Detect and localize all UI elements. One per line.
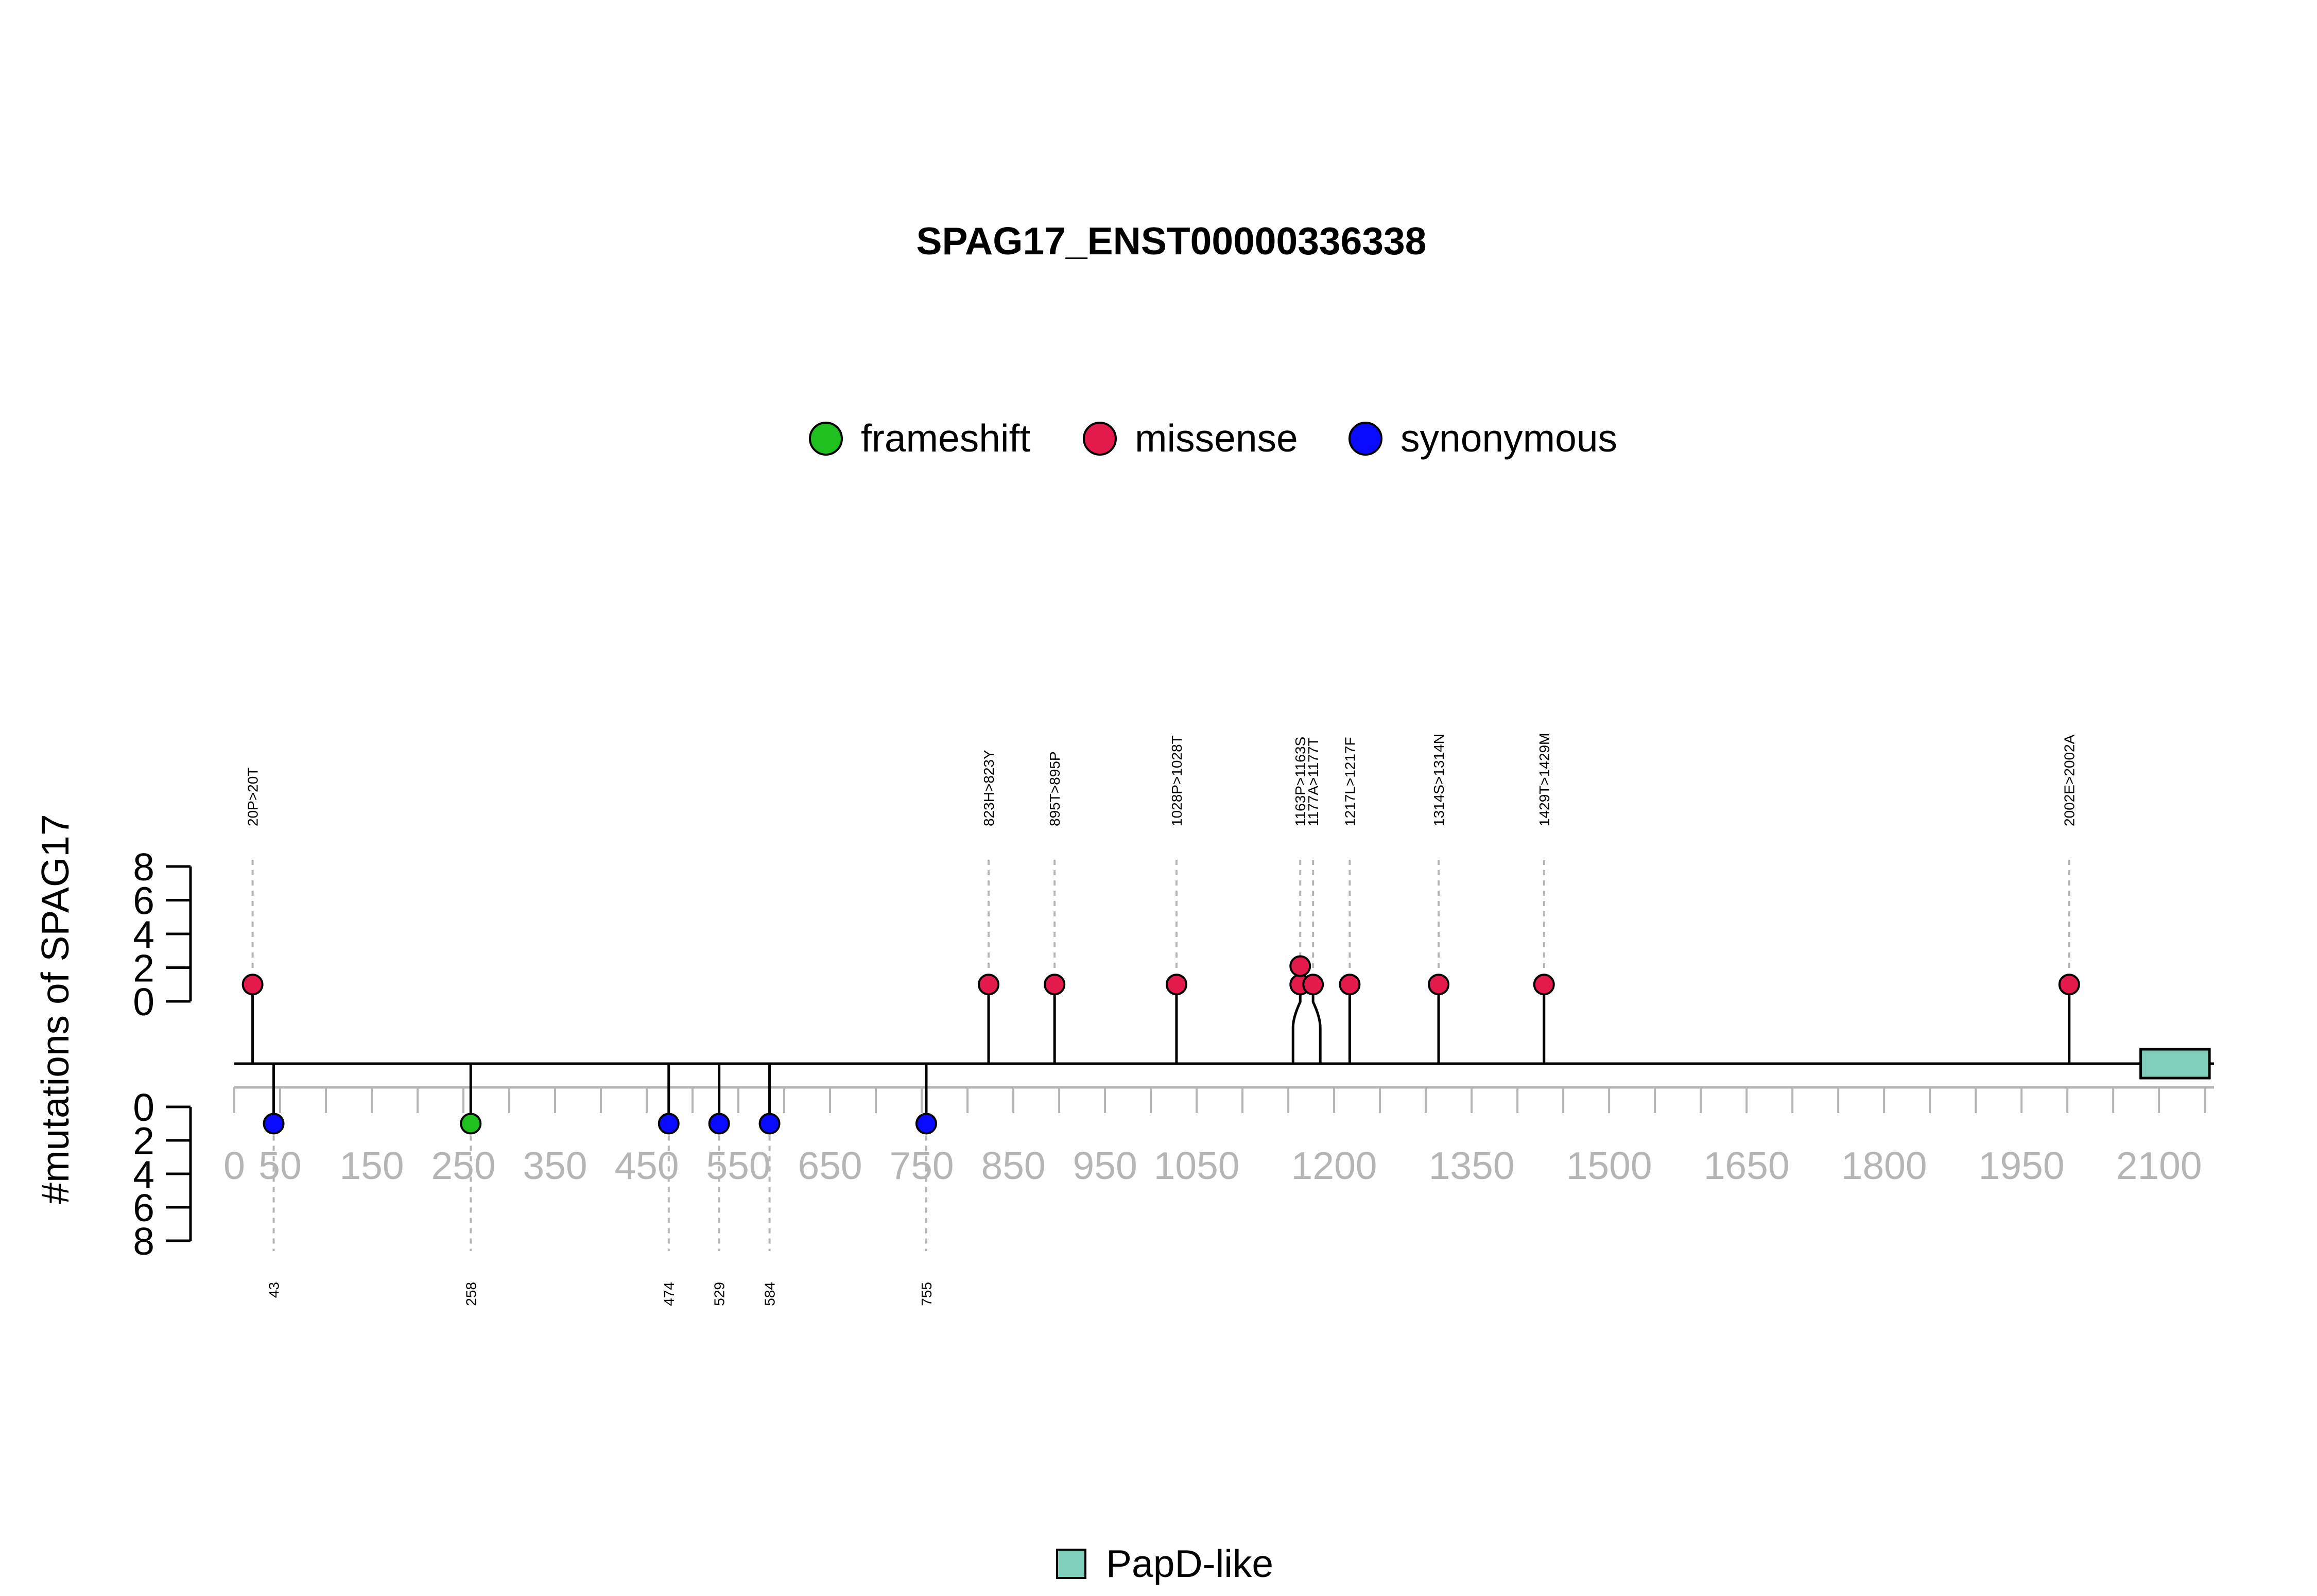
y-axis-label: #mutations of SPAG17 bbox=[33, 814, 77, 1204]
x-tick-label: 750 bbox=[889, 1144, 954, 1187]
x-tick-label: 250 bbox=[431, 1144, 495, 1187]
x-tick-label: 2100 bbox=[2116, 1144, 2202, 1187]
x-tick-label: 150 bbox=[339, 1144, 404, 1187]
x-tick-label: 1350 bbox=[1429, 1144, 1515, 1187]
legend-label-frameshift: frameshift bbox=[861, 417, 1030, 460]
x-tick-label: 950 bbox=[1073, 1144, 1137, 1187]
mutation-label: 20P>20T bbox=[245, 768, 261, 826]
x-tick-label: 0 bbox=[223, 1144, 245, 1187]
mutation-head-missense bbox=[1044, 974, 1066, 996]
mutation-label: 1177A>1177T bbox=[1305, 737, 1321, 826]
x-tick-label: 850 bbox=[981, 1144, 1046, 1187]
mutation-label: 474 bbox=[661, 1282, 677, 1306]
legend-marker-synonymous bbox=[1348, 422, 1382, 456]
domain-legend-swatch bbox=[1056, 1549, 1086, 1579]
mutation-label: 1429T>1429M bbox=[1536, 733, 1552, 826]
mutation-label: 1028P>1028T bbox=[1169, 735, 1185, 826]
domain-legend-label: PapD-like bbox=[1106, 1542, 1273, 1585]
mutation-head-synonymous bbox=[758, 1113, 781, 1135]
mutation-label: 895T>895P bbox=[1047, 751, 1063, 826]
x-tick-label: 50 bbox=[258, 1144, 301, 1187]
lower-y-tick-label: 8 bbox=[133, 1220, 154, 1263]
mutation-head-missense bbox=[1165, 974, 1187, 996]
mutation-head-synonymous bbox=[708, 1113, 730, 1135]
mutation-head-synonymous bbox=[915, 1113, 937, 1135]
x-tick-label: 1950 bbox=[1979, 1144, 2065, 1187]
legend-label-synonymous: synonymous bbox=[1400, 417, 1617, 460]
mutation-label: 2002E>2002A bbox=[2062, 734, 2078, 826]
mutation-label: 823H>823Y bbox=[981, 750, 997, 826]
lower-y-tick-label: 6 bbox=[133, 1186, 154, 1229]
upper-y-tick-label: 8 bbox=[133, 845, 154, 889]
mutation-head-missense bbox=[1533, 974, 1555, 996]
mutation-head-missense bbox=[1339, 974, 1361, 996]
mutation-head-missense bbox=[1428, 974, 1450, 996]
mutation-head-missense bbox=[2058, 974, 2080, 996]
mutation-stem bbox=[1311, 984, 1322, 1064]
domain-legend: PapD-like bbox=[1056, 1542, 1273, 1585]
mutation-head-frameshift bbox=[460, 1113, 482, 1135]
mutation-stem bbox=[1291, 984, 1302, 1064]
chart-title: SPAG17_ENST00000336338 bbox=[917, 219, 1427, 263]
lower-y-tick-label: 4 bbox=[133, 1153, 154, 1196]
mutation-head-missense bbox=[1289, 955, 1311, 977]
mutation-label: 1163P>1163S bbox=[1292, 737, 1308, 826]
mutation-label: 258 bbox=[463, 1282, 479, 1306]
legend-marker-frameshift bbox=[809, 422, 843, 456]
upper-y-tick-label: 6 bbox=[133, 879, 154, 923]
x-tick-label: 1500 bbox=[1566, 1144, 1652, 1187]
upper-y-tick-label: 0 bbox=[133, 980, 154, 1023]
mutation-head-missense bbox=[1302, 974, 1324, 996]
lower-y-tick-label: 0 bbox=[133, 1086, 154, 1129]
legend-marker-missense bbox=[1083, 422, 1117, 456]
x-tick-label: 350 bbox=[523, 1144, 587, 1187]
mutation-label: 529 bbox=[712, 1282, 728, 1306]
x-tick-label: 1050 bbox=[1154, 1144, 1240, 1187]
domain-PapD-like bbox=[2139, 1048, 2211, 1080]
mutation-label: 43 bbox=[266, 1282, 282, 1298]
legend: frameshift missense synonymous bbox=[809, 417, 1617, 460]
upper-y-tick-label: 4 bbox=[133, 913, 154, 956]
mutation-label: 755 bbox=[919, 1282, 935, 1306]
mutation-head-missense bbox=[241, 974, 264, 996]
x-tick-label: 1800 bbox=[1841, 1144, 1927, 1187]
mutation-label: 584 bbox=[762, 1282, 778, 1306]
legend-label-missense: missense bbox=[1135, 417, 1298, 460]
lower-y-tick-label: 2 bbox=[133, 1119, 154, 1163]
x-tick-label: 1200 bbox=[1291, 1144, 1377, 1187]
mutation-head-synonymous bbox=[263, 1113, 285, 1135]
x-tick-label: 1650 bbox=[1704, 1144, 1790, 1187]
mutation-label: 1217L>1217F bbox=[1342, 737, 1358, 826]
x-tick-label: 650 bbox=[798, 1144, 862, 1187]
mutation-head-synonymous bbox=[658, 1113, 680, 1135]
mutation-head-missense bbox=[978, 974, 1000, 996]
upper-y-tick-label: 2 bbox=[133, 947, 154, 990]
mutation-label: 1314S>1314N bbox=[1431, 734, 1447, 826]
x-tick-label: 550 bbox=[706, 1144, 770, 1187]
